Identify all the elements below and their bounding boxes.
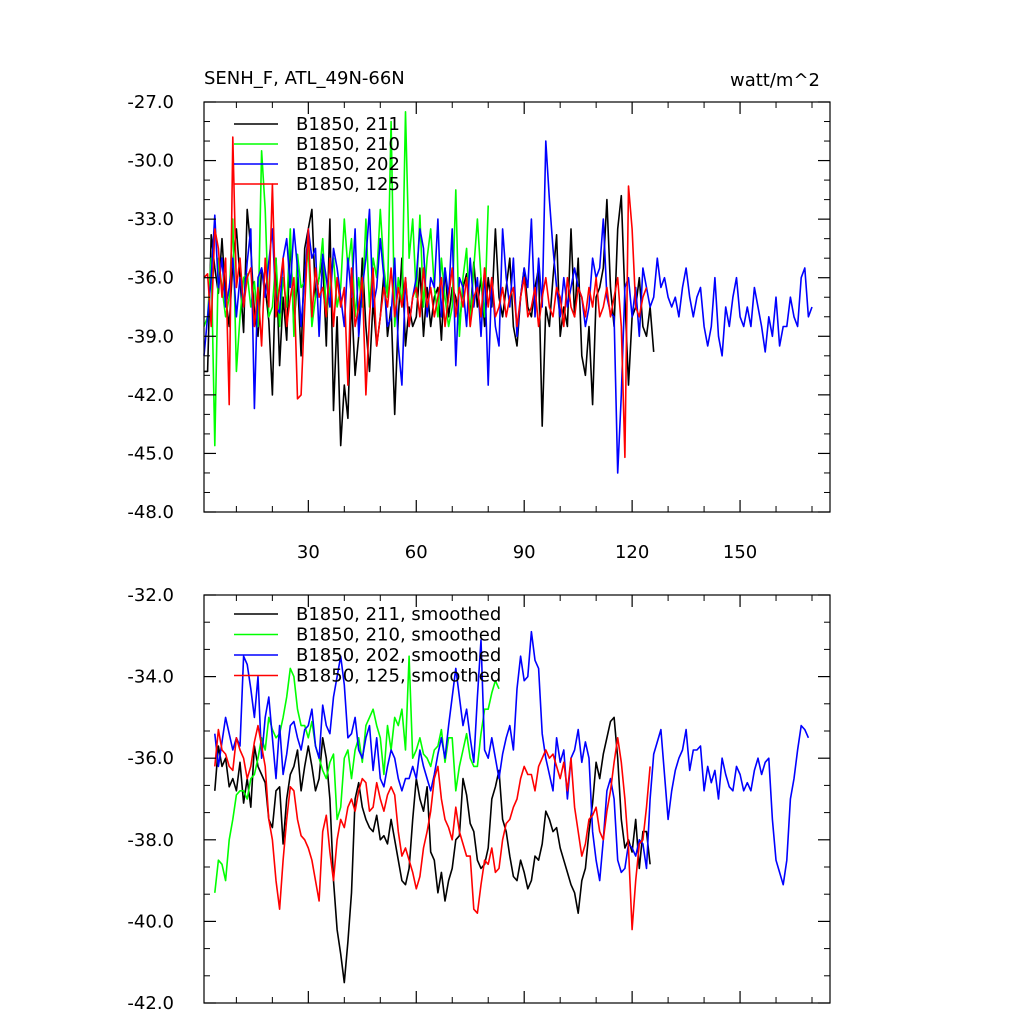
y-tick-label: -38.0 bbox=[127, 830, 174, 851]
legend-label: B1850, 210, smoothed bbox=[296, 625, 501, 646]
legend-label: B1850, 211, smoothed bbox=[296, 604, 501, 625]
x-tick-label: 150 bbox=[723, 542, 757, 563]
series-line-0 bbox=[214, 716, 651, 984]
legend-label: B1850, 202 bbox=[296, 154, 400, 175]
series-line-3 bbox=[214, 724, 651, 931]
series-line-0 bbox=[204, 194, 655, 447]
x-tick-label: 120 bbox=[615, 542, 649, 563]
y-tick-label: -33.0 bbox=[127, 209, 174, 230]
units-label: watt/m^2 bbox=[730, 70, 820, 91]
legend-label: B1850, 210 bbox=[296, 134, 400, 155]
series-line-2 bbox=[214, 630, 810, 886]
legend-label: B1850, 125 bbox=[296, 174, 400, 195]
series-line-1 bbox=[214, 655, 500, 893]
legend-label: B1850, 211 bbox=[296, 114, 400, 135]
chart-title: SENH_F, ATL_49N-66N bbox=[204, 68, 405, 89]
x-tick-label: 90 bbox=[513, 542, 536, 563]
legend-label: B1850, 202, smoothed bbox=[296, 645, 501, 666]
y-tick-label: -39.0 bbox=[127, 326, 174, 347]
y-tick-label: -42.0 bbox=[127, 993, 174, 1014]
y-tick-label: -36.0 bbox=[127, 748, 174, 769]
series-line-2 bbox=[203, 140, 813, 474]
y-tick-label: -42.0 bbox=[127, 385, 174, 406]
y-tick-label: -30.0 bbox=[127, 151, 174, 172]
x-tick-label: 60 bbox=[405, 542, 428, 563]
top-chart: SENH_F, ATL_49N-66N watt/m^2 -48.0 -45.0 -… bbox=[127, 68, 831, 563]
y-tick-label: -40.0 bbox=[127, 911, 174, 932]
legend-label: B1850, 125, smoothed bbox=[296, 666, 501, 687]
y-tick-label: -34.0 bbox=[127, 667, 174, 688]
y-tick-label: -45.0 bbox=[127, 443, 174, 464]
bottom-chart: -42.0 -40.0 -38.0 -36.0 -34.0 -32.0 B1850, 211… bbox=[127, 585, 831, 1014]
series-line-1 bbox=[203, 111, 489, 447]
series-line-3 bbox=[203, 136, 648, 459]
y-tick-label: -27.0 bbox=[127, 92, 174, 113]
plot-frame bbox=[203, 101, 831, 513]
y-tick-label: -48.0 bbox=[127, 502, 174, 523]
plot-frame bbox=[203, 594, 831, 1004]
y-tick-label: -32.0 bbox=[127, 585, 174, 606]
y-tick-label: -36.0 bbox=[127, 268, 174, 289]
x-tick-label: 30 bbox=[297, 542, 320, 563]
